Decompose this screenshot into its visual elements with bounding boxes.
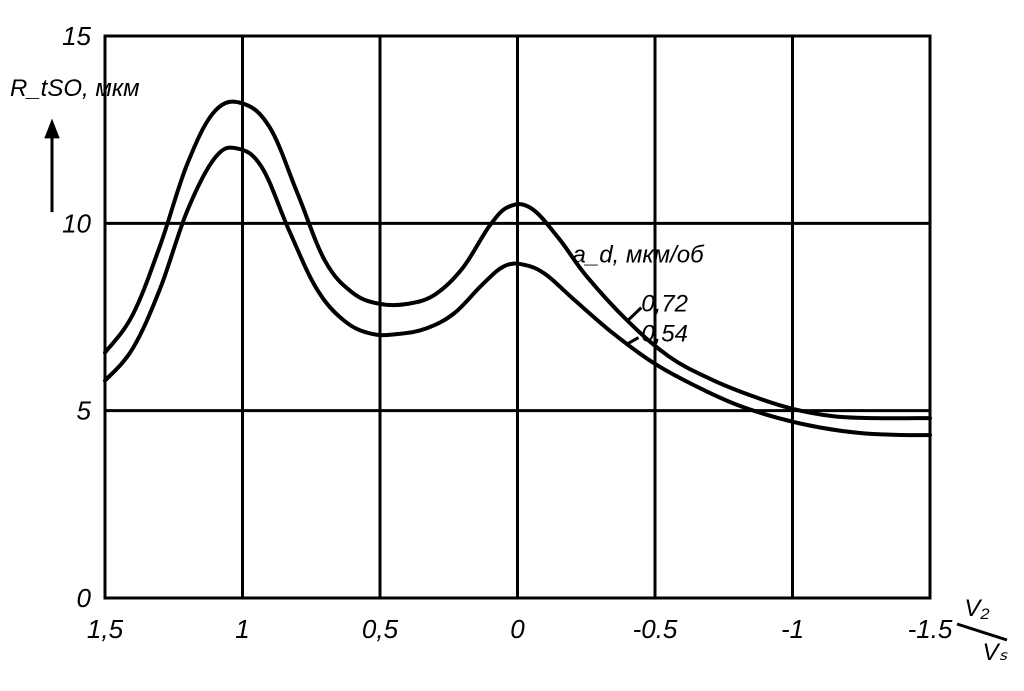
x-tick-label: -1.5: [908, 614, 953, 644]
x-tick-label: 1,5: [87, 614, 124, 644]
svg-text:Vₛ: Vₛ: [983, 639, 1009, 666]
y-tick-labels: 0 5 10 15: [62, 21, 91, 613]
x-tick-labels: 1,5 1 0,5 0 -0.5 -1 -1.5: [87, 614, 953, 644]
y-tick-label: 5: [77, 396, 92, 426]
leader-0-72: [628, 308, 642, 321]
x-axis-label: V₂ Vₛ: [957, 595, 1009, 666]
x-tick-label: -1: [781, 614, 804, 644]
x-tick-label: 0: [510, 614, 525, 644]
series-label-0-54: 0,54: [641, 320, 688, 347]
y-tick-label: 15: [62, 21, 91, 51]
leader-0-54: [628, 338, 639, 344]
param-label: a_d, мкм/об: [573, 242, 706, 269]
x-tick-label: 1: [235, 614, 249, 644]
y-axis-arrow: [45, 120, 59, 212]
y-axis-label: R_tSO, мкм: [10, 75, 140, 102]
roughness-vs-velocity-chart: R_tSO, мкм 0 5 10 15 1,5 1 0,5 0 -0.5 -1 -1.5 V₂ …: [0, 0, 1024, 691]
y-tick-label: 0: [77, 583, 92, 613]
grid: [105, 36, 930, 598]
y-tick-label: 10: [62, 208, 91, 238]
x-tick-label: -0.5: [633, 614, 678, 644]
x-tick-label: 0,5: [362, 614, 399, 644]
series-label-0-72: 0,72: [641, 290, 688, 317]
svg-text:V₂: V₂: [964, 595, 989, 622]
